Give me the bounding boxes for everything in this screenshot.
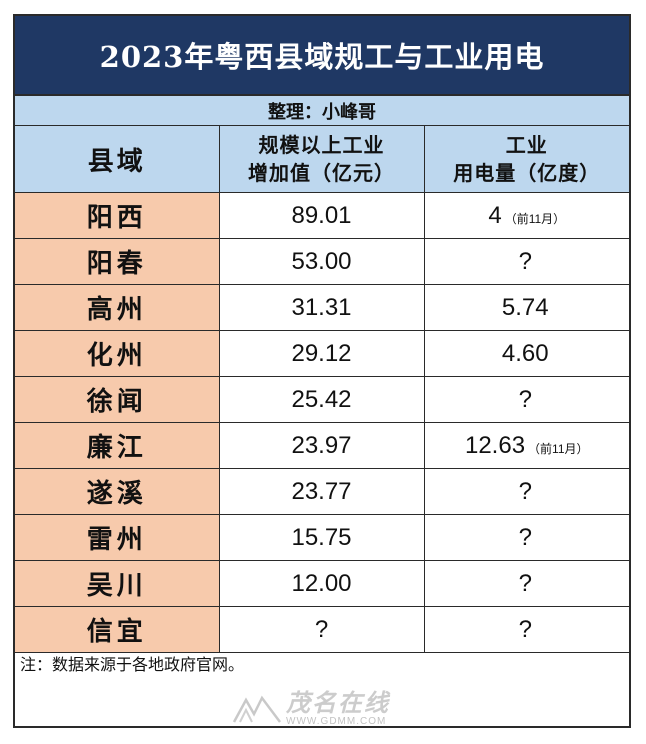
header-row: 县域 规模以上工业 增加值（亿元） 工业 用电量（亿度） xyxy=(15,126,629,193)
power-value: 5.74 xyxy=(501,293,549,321)
output-cell: 23.97 xyxy=(218,422,425,469)
power-cell: ? xyxy=(423,606,629,653)
power-note: （前11月） xyxy=(528,441,589,456)
output-cell: 53.00 xyxy=(218,238,425,285)
data-table-sheet: 2023年粤西县域规工与工业用电 整理：小峰哥 县域 规模以上工业 增加值（亿元… xyxy=(13,14,631,728)
power-value: 12.63 xyxy=(464,431,526,459)
power-cell: ? xyxy=(423,514,629,561)
county-cell: 遂溪 xyxy=(15,468,220,515)
power-value: ? xyxy=(518,615,532,643)
power-note: （前11月） xyxy=(504,211,566,226)
compiler-credit: 整理：小峰哥 xyxy=(15,96,629,126)
table-row: 雷州 15.75 ? xyxy=(15,514,629,561)
table-row: 高州 31.31 5.74 xyxy=(15,284,629,331)
output-cell: 12.00 xyxy=(218,560,425,607)
power-cell: 4 （前11月） xyxy=(423,192,629,239)
county-cell: 阳西 xyxy=(15,192,220,239)
table-title: 2023年粤西县域规工与工业用电 xyxy=(15,16,629,96)
column-header-output-line1: 规模以上工业 xyxy=(258,133,385,157)
county-cell: 高州 xyxy=(15,284,220,331)
power-cell: 4.60 xyxy=(423,330,629,377)
output-cell: 31.31 xyxy=(218,284,425,331)
watermark-url: WWW.GDMM.COM xyxy=(286,716,387,727)
output-cell: 25.42 xyxy=(218,376,425,423)
power-cell: ? xyxy=(423,560,629,607)
county-cell: 吴川 xyxy=(15,560,220,607)
watermark: 茂名在线 WWW.GDMM.COM xyxy=(232,690,390,728)
table-row: 遂溪 23.77 ? xyxy=(15,468,629,515)
table-row: 阳西 89.01 4 （前11月） xyxy=(15,192,629,239)
power-cell: ? xyxy=(423,238,629,285)
county-cell: 化州 xyxy=(15,330,220,377)
power-value: ? xyxy=(518,477,532,505)
table-row: 信宜 ? ? xyxy=(15,606,629,653)
column-header-power-line2: 用电量（亿度） xyxy=(453,161,601,185)
power-value: ? xyxy=(518,247,532,275)
watermark-name: 茂名在线 xyxy=(286,689,390,717)
county-cell: 信宜 xyxy=(15,606,220,653)
data-table: 县域 规模以上工业 增加值（亿元） 工业 用电量（亿度） 阳西 89.01 4 （… xyxy=(15,126,629,653)
watermark-logo-icon xyxy=(232,695,281,723)
county-cell: 雷州 xyxy=(15,514,220,561)
column-header-county: 县域 xyxy=(15,126,220,193)
column-header-power: 工业 用电量（亿度） xyxy=(423,126,629,193)
table-row: 吴川 12.00 ? xyxy=(15,560,629,607)
source-footnote: 注：数据来源于各地政府官网。 xyxy=(20,655,245,674)
power-cell: 5.74 xyxy=(423,284,629,331)
output-cell: ? xyxy=(218,606,425,653)
column-header-output-line2: 增加值（亿元） xyxy=(248,161,395,185)
power-cell: 12.63 （前11月） xyxy=(423,422,629,469)
power-value: 4 xyxy=(488,201,502,229)
table-row: 徐闻 25.42 ? xyxy=(15,376,629,423)
output-cell: 23.77 xyxy=(218,468,425,515)
output-cell: 15.75 xyxy=(218,514,425,561)
power-value: ? xyxy=(518,523,532,551)
output-cell: 29.12 xyxy=(218,330,425,377)
power-cell: ? xyxy=(423,376,629,423)
table-row: 廉江 23.97 12.63 （前11月） xyxy=(15,422,629,469)
output-cell: 89.01 xyxy=(218,192,425,239)
table-row: 阳春 53.00 ? xyxy=(15,238,629,285)
power-value: ? xyxy=(518,385,532,413)
county-cell: 廉江 xyxy=(15,422,220,469)
power-value: 4.60 xyxy=(501,339,549,367)
power-cell: ? xyxy=(423,468,629,515)
county-cell: 徐闻 xyxy=(15,376,220,423)
column-header-power-line1: 工业 xyxy=(505,133,548,157)
table-row: 化州 29.12 4.60 xyxy=(15,330,629,377)
county-cell: 阳春 xyxy=(15,238,220,285)
column-header-output: 规模以上工业 增加值（亿元） xyxy=(218,126,425,193)
power-value: ? xyxy=(518,569,532,597)
